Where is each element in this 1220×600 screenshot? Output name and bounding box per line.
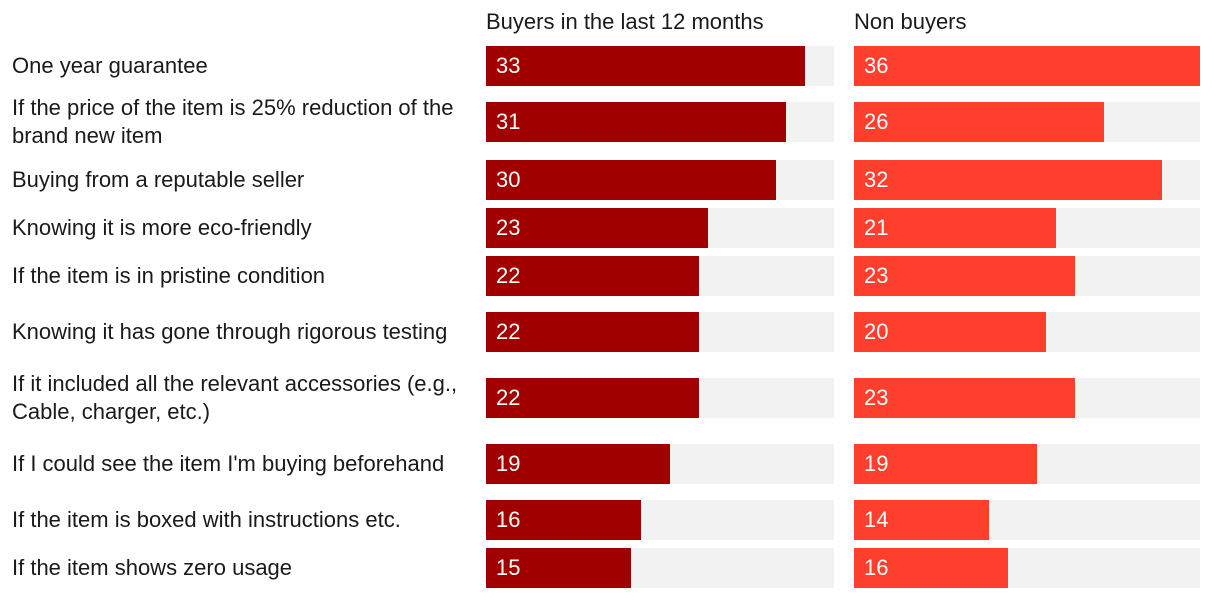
data-label: 16 [864,555,889,580]
series-header-1: Non buyers [854,9,967,34]
data-label: 22 [496,385,521,410]
data-label: 14 [864,507,889,532]
data-label: 32 [864,167,889,192]
category-label: Knowing it has gone through rigorous tes… [12,319,448,344]
bar-track: 32 [854,160,1200,200]
data-label: 26 [864,109,889,134]
bar-track: 20 [854,312,1200,352]
bar: 22 [486,256,699,296]
bar: 26 [854,102,1104,142]
bar-track: 33 [486,46,834,86]
data-label: 19 [496,451,521,476]
category-label: If the item is boxed with instructions e… [12,507,401,532]
bar-track: 30 [486,160,834,200]
bar: 30 [486,160,776,200]
bar: 16 [854,548,1008,588]
bar-track: 16 [854,548,1200,588]
category-label: If the item is in pristine condition [12,263,326,288]
data-label: 23 [496,215,521,240]
bar: 19 [486,444,670,484]
data-label: 23 [864,263,889,288]
bar: 23 [486,208,709,248]
data-label: 23 [864,385,889,410]
bar: 31 [486,102,786,142]
bar-track: 14 [854,500,1200,540]
category-label: If the item shows zero usage [12,555,293,580]
bar-track: 26 [854,102,1200,142]
data-label: 21 [864,215,889,240]
category-label: Buying from a reputable seller [12,167,305,192]
bar-track: 22 [486,312,834,352]
bar-track: 15 [486,548,834,588]
data-label: 36 [864,53,889,78]
bar: 22 [486,378,699,418]
category-label: If I could see the item I'm buying befor… [12,451,445,476]
bar: 14 [854,500,989,540]
bar-track: 19 [854,444,1200,484]
bar: 23 [854,256,1076,296]
bar: 22 [486,312,699,352]
bar: 36 [854,46,1200,86]
data-label: 22 [496,319,521,344]
bar-track: 21 [854,208,1200,248]
data-label: 15 [496,555,521,580]
data-label: 31 [496,109,521,134]
bar: 20 [854,312,1047,352]
bar: 19 [854,444,1037,484]
bar-track: 19 [486,444,834,484]
bar-track: 36 [854,46,1200,86]
bar: 32 [854,160,1162,200]
bar-track: 23 [854,256,1200,296]
category-label: If the price of the item is 25% reductio… [12,95,454,148]
data-label: 30 [496,167,521,192]
data-label: 33 [496,53,521,78]
bar: 33 [486,46,805,86]
bar-track: 22 [486,378,834,418]
category-label: Knowing it is more eco-friendly [12,215,312,240]
series-header-0: Buyers in the last 12 months [486,9,764,34]
bar: 15 [486,548,631,588]
category-label: If it included all the relevant accessor… [12,371,458,424]
bar: 23 [854,378,1076,418]
bar: 21 [854,208,1056,248]
bar-track: 23 [854,378,1200,418]
bar-track: 31 [486,102,834,142]
data-label: 20 [864,319,889,344]
bar-track: 22 [486,256,834,296]
bar-track: 16 [486,500,834,540]
data-label: 19 [864,451,889,476]
data-label: 22 [496,263,521,288]
bar-track: 23 [486,208,834,248]
category-label: One year guarantee [12,53,208,78]
bar: 16 [486,500,641,540]
data-label: 16 [496,507,521,532]
